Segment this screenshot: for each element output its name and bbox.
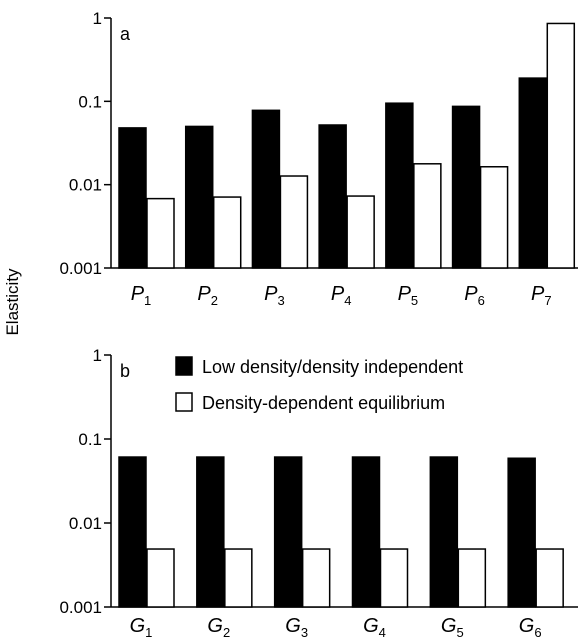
legend-swatch-equilibrium <box>175 392 193 412</box>
category-label: P6 <box>464 283 485 308</box>
category-label: P4 <box>331 283 352 308</box>
y-tick-label: 0.1 <box>78 430 102 449</box>
bar-equilibrium-p4 <box>346 195 375 269</box>
bar-low-density-g6 <box>507 457 536 608</box>
legend-label-low-density: Low density/density independent <box>202 357 463 377</box>
bar-equilibrium-g4 <box>379 548 409 608</box>
panel-b: 1 0.1 0.01 0.001 b G1 G2 G3 G4 G5 G6 <box>59 346 578 640</box>
category-label: P3 <box>264 283 285 308</box>
bar-equilibrium-p5 <box>413 163 442 269</box>
bar-low-density-g5 <box>429 456 459 608</box>
category-label: G5 <box>441 615 464 638</box>
category-label: P5 <box>398 283 419 308</box>
bar-low-density-p4 <box>318 124 347 269</box>
bar-low-density-g1 <box>118 456 147 608</box>
bar-equilibrium-g3 <box>301 548 331 608</box>
legend: Low density/density independent Density-… <box>175 356 463 413</box>
panel-label: b <box>120 361 130 381</box>
bar-equilibrium-p2 <box>212 196 242 269</box>
bar-equilibrium-g2 <box>224 548 253 608</box>
bar-low-density-p3 <box>251 109 281 269</box>
y-tick-label: 1 <box>93 346 102 365</box>
bar-equilibrium-p6 <box>479 166 509 269</box>
bar-low-density-g4 <box>351 456 381 608</box>
category-label: P1 <box>131 283 152 308</box>
category-label: G1 <box>130 615 153 638</box>
bar-low-density-g3 <box>273 456 303 608</box>
bar-equilibrium-p3 <box>279 175 309 269</box>
panel-label: a <box>120 24 131 44</box>
bar-low-density-p6 <box>451 105 481 269</box>
bar-low-density-p7 <box>518 77 548 269</box>
category-label: G6 <box>519 615 542 638</box>
y-axis-label: Elasticity <box>3 268 22 336</box>
bar-low-density-p2 <box>184 125 214 269</box>
legend-swatch-low-density <box>175 356 193 376</box>
y-tick-label: 0.01 <box>69 514 102 533</box>
bar-equilibrium-g5 <box>457 548 487 608</box>
category-label: G4 <box>363 615 386 638</box>
category-label: G3 <box>285 615 308 638</box>
panel-a: 1 0.1 0.01 0.001 a P1 P2 P3 P4 P5 P6 P7 <box>59 9 578 308</box>
y-tick-label: 0.001 <box>59 598 102 617</box>
y-tick-label: 0.01 <box>69 176 102 195</box>
y-tick-label: 1 <box>93 9 102 28</box>
bar-equilibrium-p1 <box>146 197 175 269</box>
legend-label-equilibrium: Density-dependent equilibrium <box>202 393 445 413</box>
y-tick-label: 0.1 <box>78 92 102 111</box>
bar-low-density-p1 <box>118 127 147 269</box>
category-label: P2 <box>197 283 218 308</box>
category-label: G2 <box>207 615 230 638</box>
bar-low-density-p5 <box>385 102 414 269</box>
y-tick-label: 0.001 <box>59 259 102 278</box>
bar-equilibrium-g1 <box>146 548 175 608</box>
category-label: P7 <box>531 283 552 308</box>
bar-low-density-g2 <box>196 456 225 608</box>
bar-equilibrium-g6 <box>535 548 564 608</box>
bar-equilibrium-p7 <box>546 22 576 269</box>
